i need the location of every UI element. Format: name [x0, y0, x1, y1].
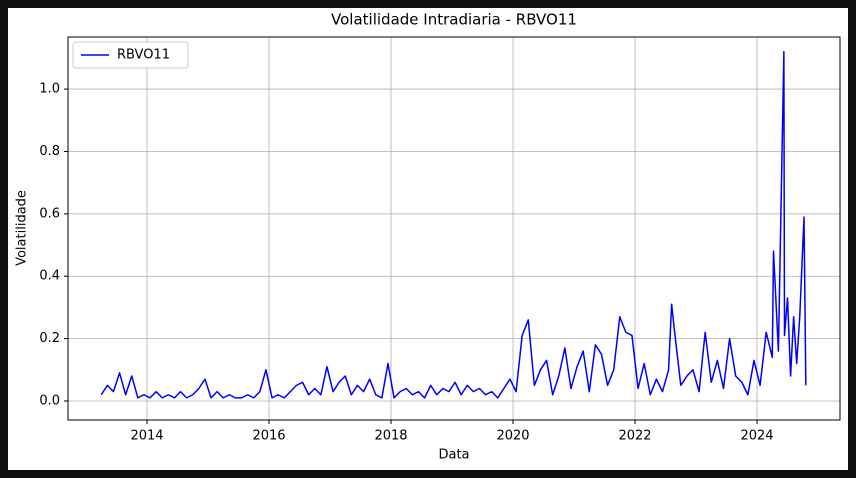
x-tick-label: 2018: [374, 429, 407, 444]
y-tick-label: 0.0: [39, 393, 60, 408]
plot-frame: [67, 36, 841, 421]
y-tick-label: 0.6: [39, 206, 60, 221]
y-axis-label: Volatilidade: [15, 190, 30, 266]
y-tick-label: 0.8: [39, 144, 60, 159]
x-tick-label: 2022: [618, 429, 651, 444]
y-tick-label: 0.4: [39, 269, 60, 284]
data-line: [100, 50, 807, 399]
legend-label: RBVO11: [117, 48, 170, 63]
x-tick-label: 2014: [130, 429, 163, 444]
y-tick-label: 1.0: [39, 82, 60, 97]
x-axis-label: Data: [438, 448, 469, 463]
chart-title: Volatilidade Intradiaria - RBVO11: [331, 11, 577, 29]
x-tick-label: 2024: [740, 429, 773, 444]
y-tick-label: 0.2: [39, 331, 60, 346]
figure: [8, 8, 848, 470]
x-tick-label: 2020: [496, 429, 529, 444]
x-tick-label: 2016: [252, 429, 285, 444]
legend-box: [72, 41, 189, 69]
